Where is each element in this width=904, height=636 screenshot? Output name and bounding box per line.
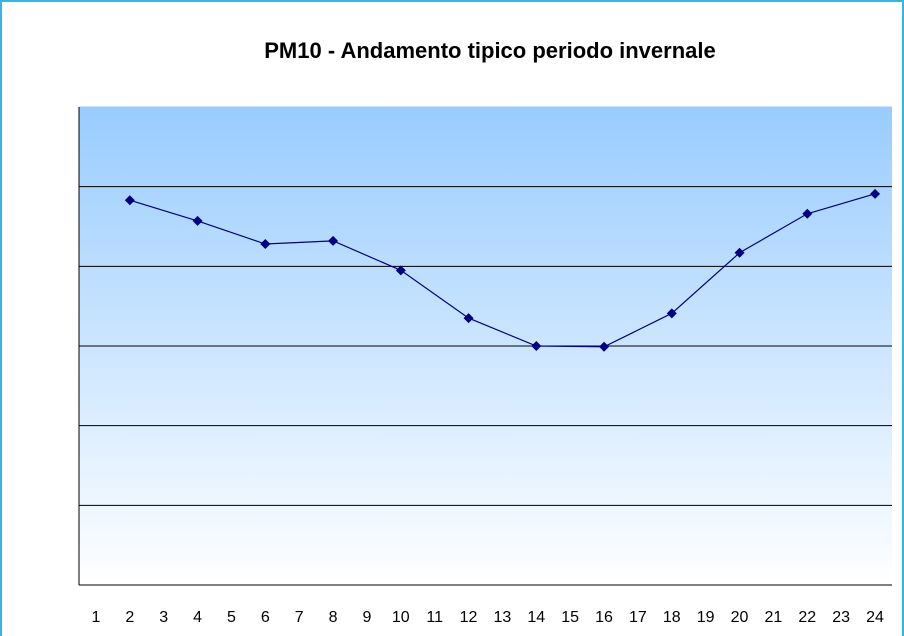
x-tick-label: 16: [595, 609, 613, 626]
x-tick-label: 6: [261, 609, 270, 626]
x-tick-label: 15: [561, 609, 579, 626]
chart-title: PM10 - Andamento tipico periodo invernal…: [264, 38, 715, 63]
x-tick-label: 4: [193, 609, 202, 626]
x-tick-label: 8: [329, 609, 338, 626]
x-tick-label: 17: [629, 609, 647, 626]
x-tick-label: 10: [392, 609, 410, 626]
x-tick-label: 20: [731, 609, 749, 626]
x-tick-label: 19: [697, 609, 715, 626]
x-tick-label: 11: [426, 609, 443, 626]
x-tick-label: 5: [227, 609, 236, 626]
data-point: [124, 195, 135, 206]
x-tick-label: 24: [866, 609, 884, 626]
data-point: [260, 239, 271, 250]
data-point: [599, 341, 610, 352]
data-point: [531, 341, 542, 351]
x-tick-label: 12: [460, 609, 478, 626]
x-tick-label: 18: [663, 609, 681, 626]
x-tick-label: 22: [798, 609, 816, 626]
x-tick-label: 7: [295, 609, 304, 626]
data-point: [328, 235, 339, 246]
x-tick-label: 14: [527, 609, 545, 626]
x-tick-label: 23: [832, 609, 850, 626]
data-point: [192, 215, 203, 226]
x-tick-label: 3: [159, 609, 168, 626]
data-point: [802, 208, 813, 219]
x-tick-label: 9: [362, 609, 371, 626]
data-point: [463, 313, 474, 324]
x-tick-label: 2: [125, 609, 134, 626]
x-tick-label: 21: [765, 609, 783, 626]
data-point: [870, 188, 881, 199]
x-tick-label: 1: [91, 609, 100, 626]
data-point: [666, 308, 677, 319]
data-point: [734, 247, 745, 258]
data-line: [129, 193, 876, 348]
x-tick-label: 13: [494, 609, 512, 626]
data-point: [395, 265, 406, 276]
